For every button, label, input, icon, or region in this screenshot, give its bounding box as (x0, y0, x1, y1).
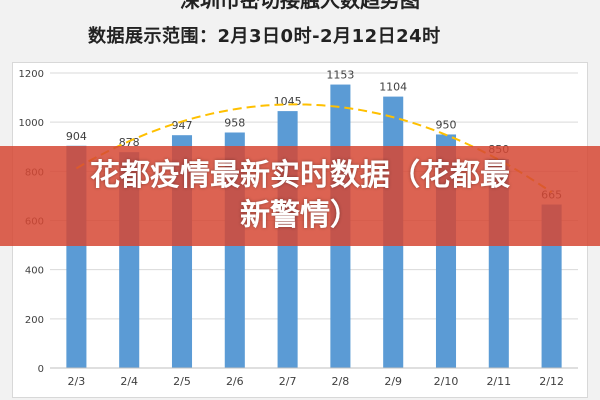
headline-line-2: 新警情） (240, 198, 360, 233)
x-tick-label: 2/12 (539, 375, 564, 388)
page-title: 深圳市密切接触人数趋势图 (180, 0, 420, 12)
y-tick-label: 1200 (19, 69, 44, 80)
headline-banner: 花都疫情最新实时数据（花都最 新警情） (0, 146, 600, 246)
x-tick-label: 2/3 (68, 375, 86, 388)
x-tick-label: 2/8 (332, 375, 350, 388)
bar-value-label: 904 (66, 130, 87, 143)
x-tick-label: 2/5 (173, 375, 191, 388)
y-tick-label: 400 (25, 266, 44, 277)
headline-line-1: 花都疫情最新实时数据（花都最 (90, 158, 510, 193)
x-tick-label: 2/7 (279, 375, 297, 388)
x-tick-label: 2/4 (120, 375, 138, 388)
x-tick-label: 2/11 (486, 375, 511, 388)
y-tick-label: 200 (25, 315, 44, 326)
data-range-subtitle: 数据展示范围：2月3日0时-2月12日24时 (88, 26, 441, 47)
x-tick-label: 2/10 (434, 375, 459, 388)
bar-value-label: 947 (172, 119, 193, 132)
y-tick-label: 0 (38, 364, 44, 375)
x-tick-label: 2/9 (384, 375, 402, 388)
bar-value-label: 1045 (274, 95, 302, 108)
bar-value-label: 1153 (326, 69, 354, 82)
y-tick-label: 1000 (19, 118, 44, 129)
bar-value-label: 958 (224, 116, 245, 129)
bar-value-label: 950 (436, 118, 457, 131)
bar-value-label: 1104 (379, 81, 407, 94)
x-tick-label: 2/6 (226, 375, 244, 388)
